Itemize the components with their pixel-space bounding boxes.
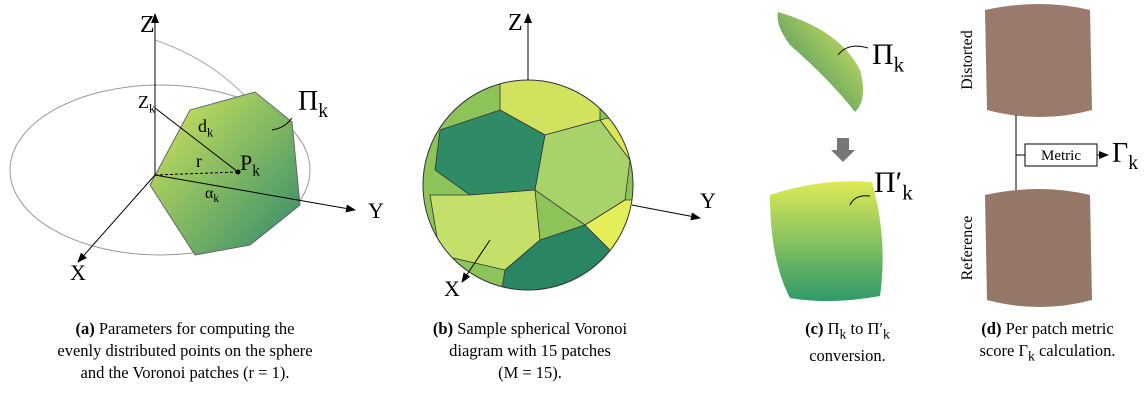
label: X	[444, 276, 460, 301]
label-text: Reference	[959, 216, 976, 281]
panel-b	[420, 14, 700, 300]
label-text: Π	[872, 38, 894, 71]
caption-line: (a) Parameters for computing the	[10, 318, 360, 340]
x-axis	[78, 175, 155, 262]
caption-line: evenly distributed points on the sphere	[10, 340, 360, 362]
label: Distorted	[959, 30, 976, 90]
label-text: X	[70, 260, 86, 285]
caption-text: conversion.	[809, 346, 886, 365]
caption-text: k	[883, 326, 890, 341]
subscript: k	[149, 102, 156, 116]
label-text: Π′	[874, 166, 902, 199]
label: Πk	[298, 86, 328, 122]
label: Reference	[959, 216, 976, 281]
y-axis	[632, 205, 700, 218]
label: X	[70, 260, 86, 285]
caption-text: Parameters for computing the	[99, 319, 295, 338]
caption-text: k	[1028, 348, 1035, 363]
subscript: k	[213, 193, 219, 205]
caption-text: score Γ	[980, 341, 1028, 360]
label: Y	[700, 188, 716, 213]
label-text: Π	[298, 86, 318, 117]
caption-text: Per patch metric	[1006, 319, 1114, 338]
patch	[778, 12, 864, 112]
caption-tag: (a)	[75, 319, 94, 338]
caption-text: diagram with 15 patches	[449, 341, 611, 360]
label-text: Metric	[1041, 148, 1081, 164]
subscript: k	[902, 181, 913, 205]
caption-text: (M = 15).	[498, 363, 562, 382]
caption-line: diagram with 15 patches	[410, 340, 650, 362]
label: r	[196, 151, 202, 171]
subscript: k	[252, 163, 260, 180]
label: Metric	[1041, 148, 1081, 164]
label-text: Γ	[1112, 138, 1128, 169]
caption-text: Π	[828, 319, 840, 338]
arrow	[831, 138, 855, 162]
label-text: X	[444, 276, 460, 301]
label: Γk	[1112, 138, 1138, 174]
caption-text: Sample spherical Voronoi	[457, 319, 627, 338]
label-text: Z	[138, 92, 149, 112]
subscript: k	[894, 53, 905, 77]
label-text: r	[196, 151, 202, 171]
label-text: Y	[700, 188, 716, 213]
label: Π′k	[874, 166, 913, 205]
caption-line: score Γk calculation.	[950, 340, 1145, 367]
caption-text: to Π′	[846, 319, 883, 338]
caption-line: conversion.	[775, 345, 920, 367]
caption-line: (b) Sample spherical Voronoi	[410, 318, 650, 340]
label-text: d	[198, 116, 207, 136]
caption-line: (c) Πk to Π′k	[775, 318, 920, 345]
label: Z	[140, 12, 155, 38]
image	[985, 4, 1092, 117]
caption-text: evenly distributed points on the sphere	[57, 341, 312, 360]
label: Πk	[872, 38, 905, 77]
label: Y	[368, 198, 384, 223]
figure: ZZkdkrPkαkΠkYXZYXΠkΠ′kDistortedReference…	[0, 0, 1145, 400]
label-text: Distorted	[959, 30, 976, 90]
patch	[770, 181, 883, 301]
label: Zk	[138, 92, 156, 116]
caption-line: (M = 15).	[410, 362, 650, 384]
label-text: Y	[368, 198, 384, 223]
caption-tag: (d)	[981, 319, 1001, 338]
caption-line: and the Voronoi patches (r = 1).	[10, 362, 360, 384]
subscript: k	[1128, 153, 1138, 174]
caption-tag: (b)	[433, 319, 453, 338]
panel-a	[10, 14, 355, 262]
panel-c	[770, 12, 883, 301]
label-text: P	[240, 150, 252, 175]
caption-text: calculation.	[1035, 341, 1116, 360]
caption-line: (d) Per patch metric	[950, 318, 1145, 340]
subscript: k	[207, 126, 214, 140]
patch	[150, 92, 300, 255]
caption-tag: (c)	[805, 319, 823, 338]
image	[985, 189, 1092, 307]
label: Z	[508, 10, 523, 36]
caption-text: and the Voronoi patches (r = 1).	[81, 363, 290, 382]
label-text: Z	[508, 10, 523, 36]
subscript: k	[318, 101, 328, 122]
label-text: Z	[140, 12, 155, 38]
